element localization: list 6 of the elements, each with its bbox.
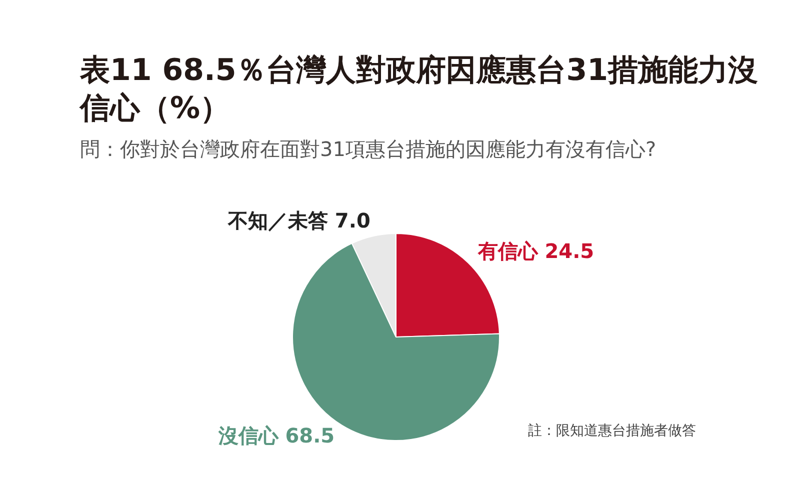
slice-label: 沒信心 68.5: [217, 423, 335, 448]
text: 註：限知道惠台措施者做答: [528, 422, 696, 440]
chart-title: 表11 68.5％台灣人對政府因應惠台31措施能力沒信心（%）: [80, 52, 759, 128]
slice-label: 不知／未答 7.0: [226, 208, 370, 233]
slice-label: 有信心 24.5: [476, 238, 594, 263]
chart-subtitle: 問：你對於台灣政府在面對31項惠台措施的因應能力有沒有信心?: [80, 136, 656, 163]
